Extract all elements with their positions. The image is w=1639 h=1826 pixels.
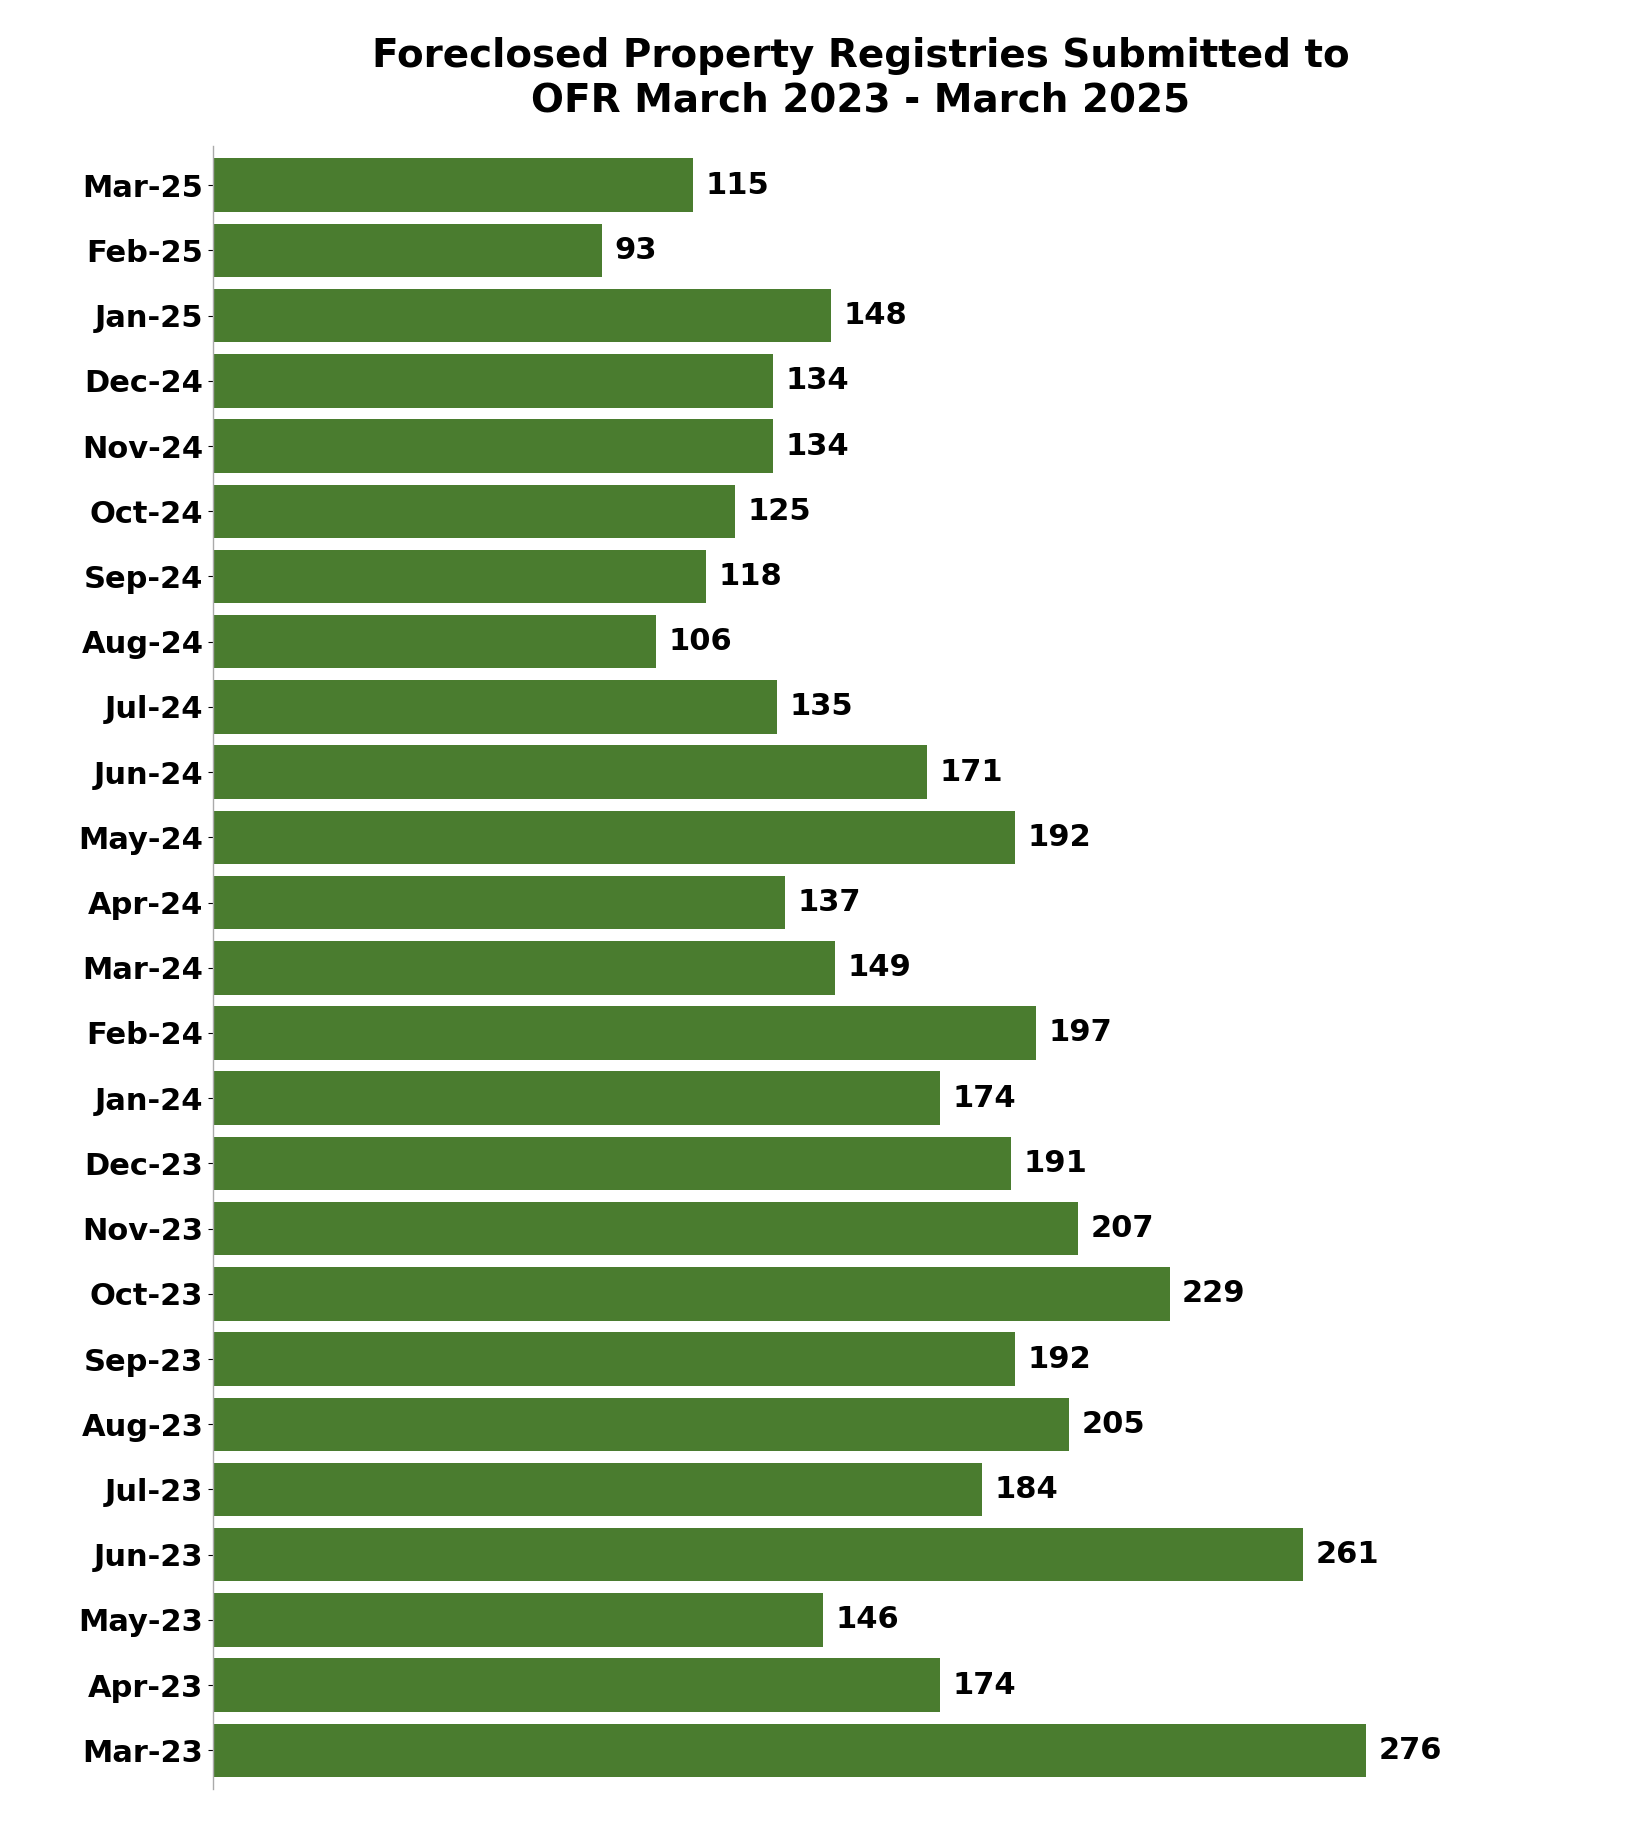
- Text: 205: 205: [1082, 1410, 1146, 1439]
- Text: 229: 229: [1182, 1280, 1246, 1309]
- Text: 125: 125: [747, 497, 811, 526]
- Bar: [213, 615, 656, 668]
- Bar: [213, 484, 736, 539]
- Bar: [213, 940, 836, 995]
- Bar: [213, 1136, 1011, 1191]
- Text: 192: 192: [1028, 824, 1092, 853]
- Text: 106: 106: [669, 626, 733, 656]
- Bar: [213, 550, 706, 603]
- Text: 148: 148: [844, 301, 908, 331]
- Text: 192: 192: [1028, 1344, 1092, 1373]
- Bar: [213, 1397, 1069, 1452]
- Text: 197: 197: [1049, 1019, 1113, 1048]
- Text: 149: 149: [847, 953, 911, 982]
- Bar: [213, 876, 785, 929]
- Bar: [213, 354, 772, 407]
- Text: 134: 134: [785, 431, 849, 460]
- Text: 134: 134: [785, 367, 849, 396]
- Text: 207: 207: [1090, 1214, 1154, 1244]
- Bar: [213, 159, 693, 212]
- Bar: [213, 1658, 939, 1713]
- Text: 184: 184: [995, 1475, 1057, 1505]
- Bar: [213, 1528, 1303, 1581]
- Bar: [213, 811, 1015, 864]
- Text: 93: 93: [615, 236, 657, 265]
- Text: 146: 146: [836, 1605, 900, 1634]
- Bar: [213, 289, 831, 343]
- Bar: [213, 1463, 982, 1516]
- Bar: [213, 1006, 1036, 1059]
- Text: 135: 135: [790, 692, 852, 721]
- Bar: [213, 1267, 1170, 1320]
- Bar: [213, 1333, 1015, 1386]
- Bar: [213, 745, 928, 800]
- Text: 174: 174: [952, 1671, 1016, 1700]
- Bar: [213, 1724, 1365, 1777]
- Text: 261: 261: [1316, 1539, 1380, 1569]
- Bar: [213, 1072, 939, 1125]
- Text: 276: 276: [1378, 1737, 1442, 1766]
- Text: 137: 137: [798, 887, 862, 917]
- Text: 171: 171: [939, 758, 1003, 787]
- Bar: [213, 681, 777, 734]
- Title: Foreclosed Property Registries Submitted to
OFR March 2023 - March 2025: Foreclosed Property Registries Submitted…: [372, 37, 1349, 119]
- Text: 191: 191: [1023, 1149, 1087, 1178]
- Text: 115: 115: [706, 170, 770, 199]
- Bar: [213, 225, 602, 278]
- Bar: [213, 1202, 1078, 1256]
- Bar: [213, 420, 772, 473]
- Text: 174: 174: [952, 1083, 1016, 1112]
- Bar: [213, 1592, 823, 1647]
- Text: 118: 118: [718, 562, 782, 592]
